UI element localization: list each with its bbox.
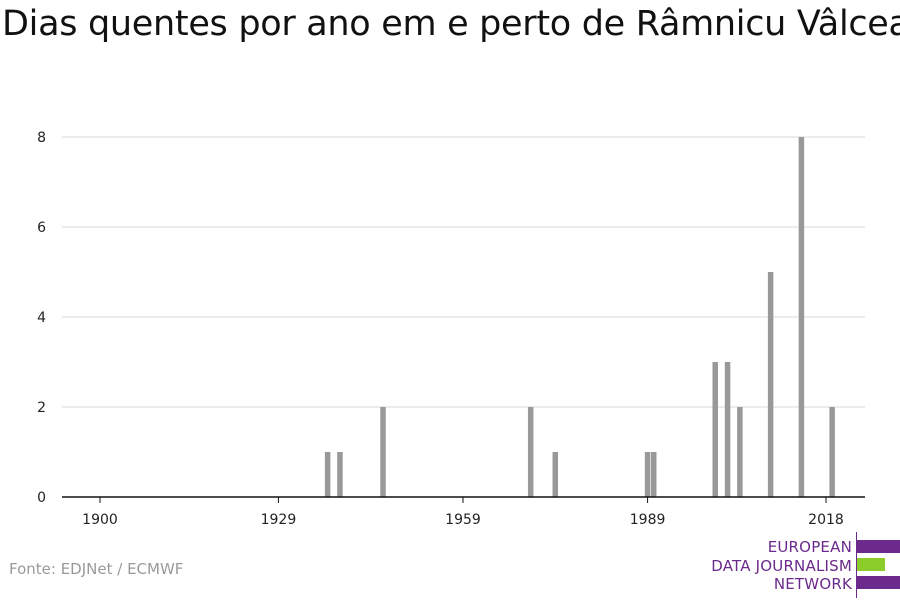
x-ticks: 1900 1929 1959 1989 2018 (82, 497, 844, 528)
bar[interactable] (712, 362, 719, 497)
bar[interactable] (527, 407, 534, 497)
logo-bar-top (857, 540, 900, 553)
bar[interactable] (737, 407, 743, 497)
bar[interactable] (380, 407, 386, 497)
x-tick-label: 1900 (82, 512, 118, 528)
chart-title: Dias quentes por ano em e perto de Râmni… (2, 4, 900, 44)
source-note: Fonte: EDJNet / ECMWF (9, 560, 184, 578)
y-tick-label: 4 (37, 310, 46, 326)
bar[interactable] (644, 452, 651, 497)
x-tick-label: 1929 (261, 512, 297, 528)
bar[interactable] (337, 452, 343, 497)
x-tick-label: 1959 (445, 512, 481, 528)
edjnet-logo[interactable]: EUROPEAN DATA JOURNALISM NETWORK (700, 532, 900, 600)
y-tick-label: 6 (37, 220, 46, 236)
bar[interactable] (552, 452, 559, 497)
logo-bar-middle (857, 558, 885, 571)
bars (324, 137, 835, 497)
logo-line-2: DATA JOURNALISM (711, 557, 852, 575)
logo-divider (856, 532, 857, 598)
bar[interactable] (798, 137, 805, 497)
x-tick-label: 2018 (808, 512, 844, 528)
x-tick-label: 1989 (630, 512, 666, 528)
logo-line-3: NETWORK (773, 575, 852, 593)
y-ticks: 0 2 4 6 8 (37, 130, 46, 506)
gridlines (62, 136, 865, 408)
bar[interactable] (829, 407, 835, 497)
bar[interactable] (724, 362, 731, 497)
bar[interactable] (324, 452, 331, 497)
logo-line-1: EUROPEAN (767, 538, 852, 556)
bar[interactable] (767, 272, 774, 497)
y-tick-label: 8 (37, 130, 46, 146)
bar[interactable] (650, 452, 657, 497)
logo-bar-bottom (857, 576, 900, 589)
y-tick-label: 0 (37, 490, 46, 506)
y-tick-label: 2 (37, 400, 46, 416)
